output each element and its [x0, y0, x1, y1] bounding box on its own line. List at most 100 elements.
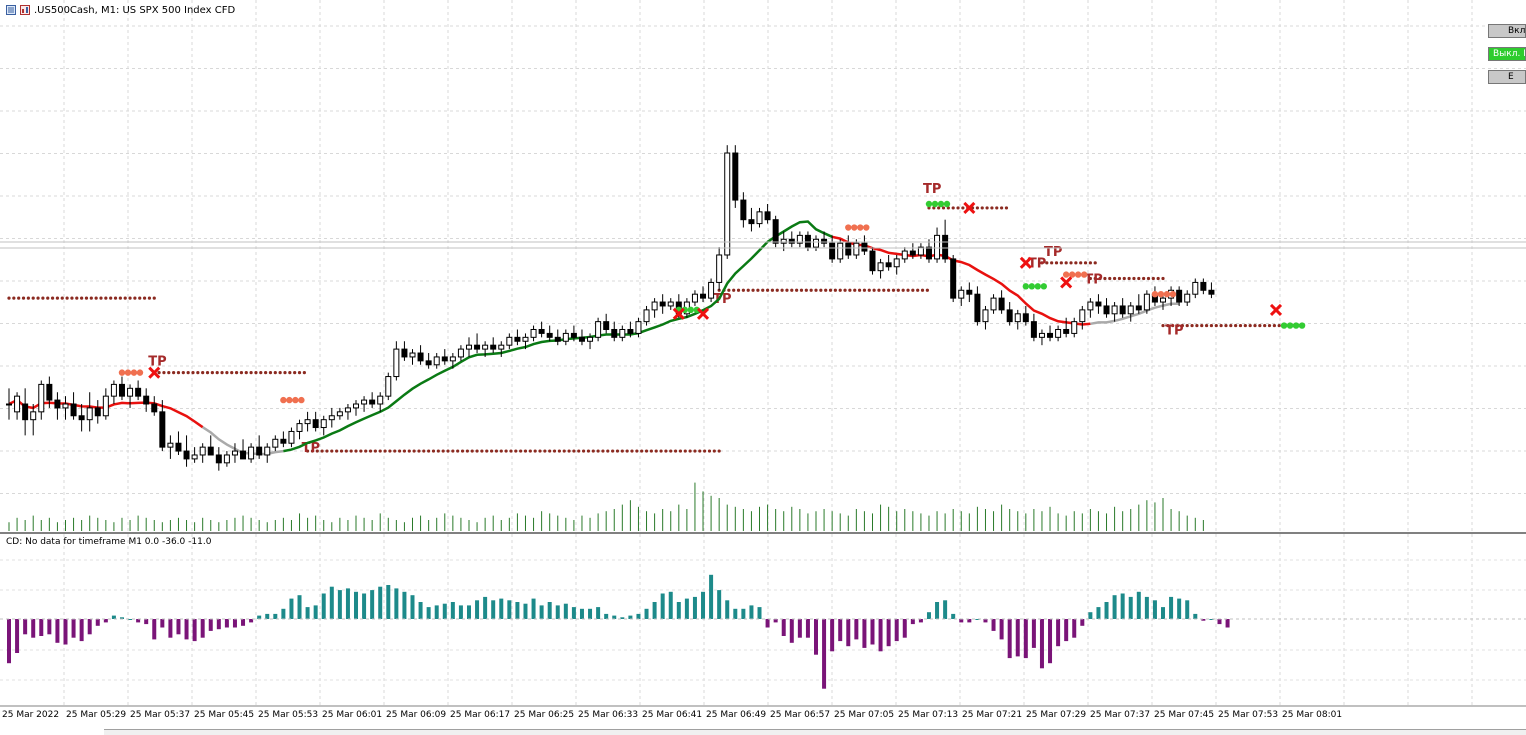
histogram-bar — [297, 595, 302, 619]
candle-body — [199, 446, 206, 456]
histogram-bar — [507, 600, 512, 619]
tp-dot — [514, 449, 518, 453]
tp-dot — [843, 288, 847, 292]
tp-dot — [412, 449, 416, 453]
tp-label: TP — [1028, 257, 1046, 272]
chart-title: .US500Cash, M1: US SPX 500 Index CFD — [34, 4, 236, 16]
enable-button[interactable]: Вкл — [1488, 24, 1526, 38]
tp-dot — [591, 449, 595, 453]
candle-body — [159, 411, 166, 448]
entry-dot — [943, 200, 951, 208]
time-axis-label: 25 Mar 06:25 — [514, 710, 575, 720]
tp-dot — [985, 206, 989, 210]
tp-dot — [577, 449, 581, 453]
exit-cross-icon — [696, 307, 710, 320]
time-axis-label: 25 Mar 07:37 — [1090, 710, 1151, 720]
tp-dot — [310, 449, 315, 453]
candle-body — [296, 423, 303, 432]
symbol-icon[interactable] — [20, 5, 30, 15]
tp-dot — [538, 449, 542, 453]
histogram-bar — [305, 607, 310, 619]
entry-dot — [118, 369, 126, 376]
tp-dot — [1214, 323, 1218, 328]
tp-dot — [882, 288, 886, 292]
histogram-bar — [87, 619, 92, 635]
tp-dot — [630, 449, 634, 453]
tp-dot — [1243, 323, 1247, 328]
candle-body — [1160, 297, 1167, 303]
disable-button[interactable]: Выкл. E — [1488, 47, 1526, 61]
horizontal-scrollbar[interactable] — [104, 729, 1526, 735]
tp-dot — [1175, 323, 1180, 328]
histogram-bar — [644, 608, 649, 619]
tp-dot — [283, 371, 287, 375]
histogram-bar — [894, 619, 899, 642]
candle-body — [143, 395, 150, 405]
entry-dot — [687, 306, 695, 314]
tp-dot — [393, 449, 397, 453]
entry-dot — [1062, 271, 1070, 278]
chart-window-icon[interactable] — [6, 5, 16, 15]
candle-body — [837, 242, 844, 260]
tp-dot — [828, 288, 833, 292]
candle-body — [433, 356, 440, 366]
histogram-bar — [144, 619, 149, 625]
tp-dot — [1263, 323, 1267, 328]
candle-body — [893, 258, 900, 268]
candle-body — [587, 336, 594, 342]
tp-dot — [1146, 276, 1151, 281]
tp-dot — [422, 449, 426, 453]
histogram-bar — [281, 608, 286, 619]
histogram-bar — [1169, 596, 1174, 619]
tp-dot — [305, 449, 310, 453]
histogram-bar — [200, 619, 205, 638]
candle-body — [708, 281, 715, 299]
candle-body — [845, 242, 852, 256]
tp-dot — [196, 371, 200, 375]
candle-body — [336, 411, 343, 417]
tp-dot — [557, 449, 561, 453]
histogram-bar — [491, 600, 496, 619]
histogram-bar — [1007, 619, 1012, 659]
candle-body — [538, 328, 545, 334]
histogram-bar — [684, 598, 689, 619]
tp-dot — [417, 449, 421, 453]
histogram-bar — [749, 605, 754, 619]
candle-body — [942, 234, 949, 260]
histogram-bar — [1209, 619, 1214, 620]
histogram-bar — [1201, 619, 1206, 621]
tp-dot — [359, 449, 363, 453]
exit-cross-icon — [1060, 276, 1073, 289]
time-axis-label: 25 Mar 05:29 — [66, 710, 127, 720]
tp-dot — [157, 371, 161, 375]
histogram-bar — [531, 598, 536, 619]
candle-body — [1055, 328, 1062, 338]
histogram-bar — [975, 619, 980, 620]
candle-body — [191, 454, 198, 460]
histogram-bar — [160, 619, 165, 628]
tp-dot — [315, 449, 319, 453]
option-button[interactable]: E — [1488, 70, 1526, 84]
tp-dot — [693, 449, 697, 453]
tp-dot — [552, 449, 557, 453]
histogram-bar — [596, 607, 601, 619]
time-axis-label: 25 Mar 06:33 — [578, 710, 639, 720]
candle-body — [974, 293, 981, 323]
tp-dot — [1166, 323, 1170, 328]
tp-dot — [1093, 276, 1097, 281]
tp-dot — [1248, 323, 1252, 328]
tp-dot — [378, 449, 382, 453]
tp-dot — [1054, 261, 1059, 265]
tp-dot — [1117, 276, 1122, 281]
tp-dot — [504, 449, 508, 453]
tp-dot — [278, 371, 282, 375]
candle-body — [409, 352, 416, 358]
tp-dot — [320, 449, 324, 453]
tp-dot — [1258, 323, 1262, 328]
histogram-bar — [910, 619, 915, 625]
histogram-bar — [184, 619, 189, 640]
tp-dot — [920, 288, 925, 292]
tp-dot — [1253, 323, 1257, 328]
time-axis-label: 25 Mar 06:09 — [386, 710, 447, 720]
